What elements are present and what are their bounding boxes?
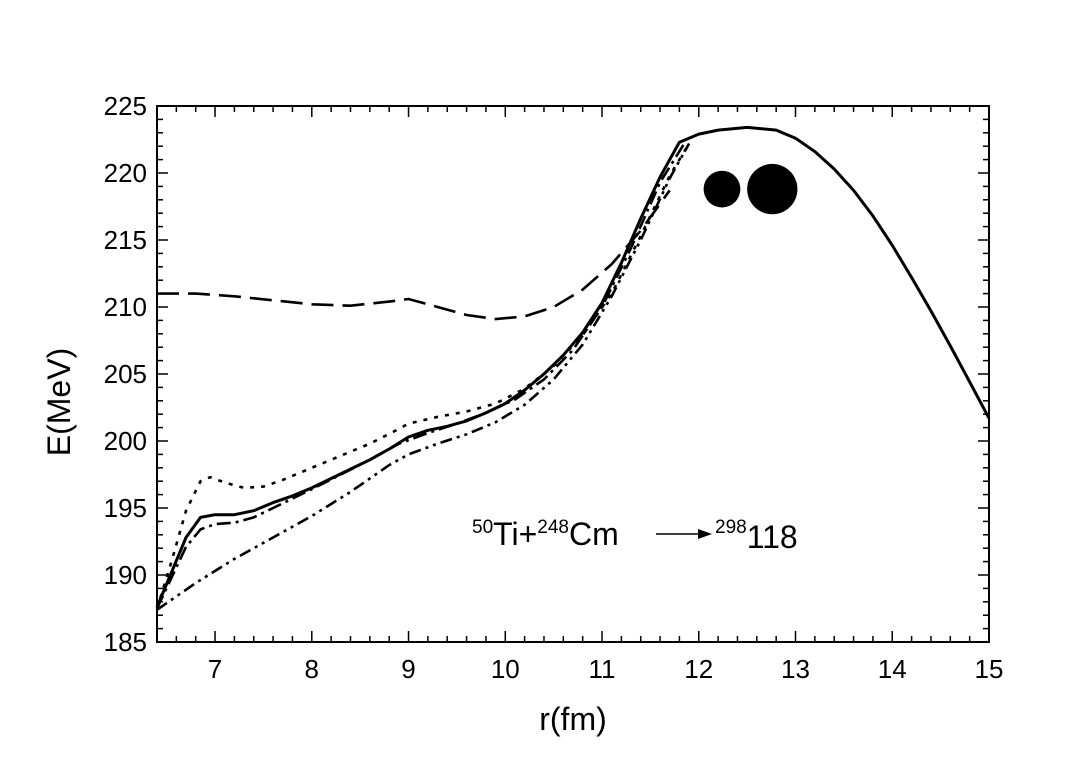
large-nucleus-icon [747,163,798,215]
x-tick-label: 11 [589,654,616,684]
y-tick-label: 210 [104,292,147,322]
x-tick-label: 13 [781,654,810,684]
y-tick-label: 195 [104,493,147,523]
series-layer [155,125,991,611]
product-symbol: 118 [747,519,798,555]
y-tick-label: 200 [104,426,147,456]
series-line-dashed [157,189,671,321]
small-nucleus-icon [703,170,741,208]
tick-labels: 7 8 9 10 11 12 13 14 15 185 190 195 200 205 210 215 220 2… [104,91,1004,684]
target-mass: 248 [537,517,569,538]
projectile-symbol: Ti+ [493,516,537,552]
dinuclear-system-icon [703,163,798,215]
x-tick-label: 15 [975,654,1004,684]
x-tick-label: 12 [684,654,713,684]
x-tick-label: 8 [305,654,319,684]
reaction-label: 50Ti+248Cm 298118 [472,516,798,555]
y-tick-label: 185 [104,627,147,657]
y-tick-label: 215 [104,225,147,255]
target-symbol: Cm [569,516,619,552]
x-tick-label: 7 [208,654,222,684]
x-tick-label: 14 [878,654,907,684]
x-tick-label: 9 [401,654,415,684]
svg-text:50Ti+248Cm: 50Ti+248Cm [472,516,619,552]
x-axis-title: r(fm) [539,701,607,737]
arrow-icon [656,529,712,539]
product-mass: 298 [715,517,747,538]
svg-text:298118: 298118 [715,517,798,555]
plot-frame [156,105,990,643]
series-line-dash-dot [155,142,686,610]
y-axis-title: E(MeV) [41,348,77,456]
y-tick-label: 205 [104,359,147,389]
y-tick-label: 220 [104,158,147,188]
series-line-dotted [155,142,691,609]
y-tick-label: 225 [104,91,147,121]
axis-ticks [156,105,990,643]
x-tick-label: 10 [491,654,520,684]
projectile-mass: 50 [472,517,493,538]
y-tick-label: 190 [104,560,147,590]
